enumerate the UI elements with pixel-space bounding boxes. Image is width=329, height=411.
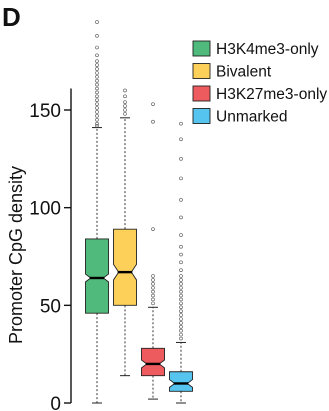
outlier-point [179, 285, 183, 290]
box-h3k4me3-only [85, 20, 109, 404]
outlier-point [95, 33, 99, 38]
outlier-point [179, 301, 183, 306]
outlier-point [95, 110, 99, 114]
outlier-point [95, 78, 99, 83]
outlier-point [151, 289, 155, 294]
outlier-point [179, 157, 183, 161]
outlier-point [95, 45, 99, 50]
legend-swatch [192, 108, 211, 124]
legend: H3K4me3-only Bivalent H3K27me3-only Unmarke… [192, 40, 327, 126]
outlier-point [179, 282, 183, 286]
outlier-point [151, 227, 155, 231]
outlier-point [179, 137, 183, 142]
outlier-point [123, 94, 127, 99]
box-h3k27me3-only [141, 102, 165, 400]
outlier-point [179, 121, 183, 126]
outlier-point [95, 98, 99, 103]
outlier-point [179, 325, 183, 329]
y-axis-label: Promoter CpG density [6, 166, 26, 344]
outlier-point [95, 114, 99, 118]
outlier-point [179, 332, 183, 337]
outlier-point [151, 293, 155, 298]
outlier-point [95, 86, 99, 91]
outlier-point [179, 252, 183, 257]
boxes-group [85, 20, 193, 404]
outlier-point [151, 278, 155, 282]
legend-label: Bivalent [216, 64, 272, 81]
legend-label: Unmarked [216, 109, 288, 126]
outlier-point [179, 198, 183, 202]
outlier-point [179, 260, 183, 265]
y-tick-label: 100 [29, 199, 61, 220]
outlier-point [179, 309, 183, 313]
outlier-point [95, 67, 99, 71]
y-axis: 0 50 100 150 [29, 88, 72, 411]
outlier-point [95, 106, 99, 110]
outlier-point [179, 321, 183, 325]
outlier-point [151, 285, 155, 290]
outlier-point [95, 63, 99, 67]
outlier-point [179, 297, 183, 302]
outlier-point [179, 313, 183, 317]
outlier-point [95, 117, 99, 122]
outlier-point [179, 328, 183, 333]
outlier-point [179, 176, 183, 181]
outlier-point [179, 289, 183, 294]
outlier-point [179, 268, 183, 272]
legend-swatch [192, 63, 211, 79]
outlier-point [95, 74, 99, 79]
outlier-point [95, 59, 99, 63]
box-unmarked [169, 121, 193, 404]
outlier-point [179, 278, 183, 282]
outlier-point [179, 317, 183, 321]
box-body [113, 228, 137, 306]
outlier-point [95, 53, 99, 58]
outlier-point [95, 102, 99, 106]
outlier-point [95, 20, 99, 24]
outlier-point [123, 88, 127, 93]
outlier-point [151, 102, 155, 106]
outlier-point [179, 274, 183, 278]
outlier-point [123, 104, 127, 108]
box-bivalent [113, 88, 137, 377]
legend-swatch [192, 40, 211, 57]
y-tick-label: 150 [29, 101, 61, 122]
outlier-point [179, 336, 183, 341]
outlier-point [179, 305, 183, 310]
outlier-point [95, 82, 99, 87]
box-body [169, 371, 193, 392]
outlier-point [95, 71, 99, 75]
box-body [85, 238, 109, 314]
legend-label: H3K4me3-only [216, 41, 319, 58]
outlier-point [95, 94, 99, 99]
y-tick-label: 50 [40, 296, 61, 317]
legend-label: H3K27me3-only [216, 86, 327, 103]
panel-label: D [2, 2, 21, 32]
outlier-point [151, 119, 155, 124]
outlier-point [95, 90, 99, 95]
outlier-point [179, 244, 183, 249]
outlier-point [95, 123, 99, 128]
outlier-point [151, 274, 155, 278]
outlier-point [179, 233, 183, 237]
outlier-point [179, 293, 183, 298]
y-tick-label: 0 [50, 394, 61, 411]
outlier-point [123, 108, 127, 112]
outlier-point [179, 215, 183, 220]
outlier-point [151, 301, 155, 306]
outlier-point [151, 282, 155, 286]
outlier-point [95, 121, 99, 126]
box-body [141, 347, 165, 377]
outlier-point [123, 100, 127, 104]
outlier-point [151, 297, 155, 302]
outlier-point [123, 112, 127, 116]
legend-swatch [192, 85, 211, 102]
